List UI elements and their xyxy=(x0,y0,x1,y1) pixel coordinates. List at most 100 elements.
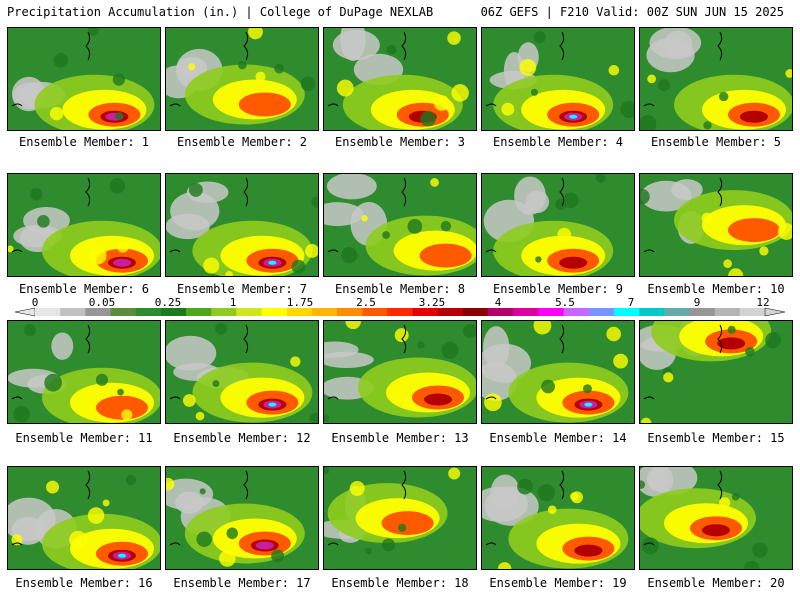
ensemble-map-panel xyxy=(165,27,319,131)
precip-cell xyxy=(759,246,769,256)
precip-cell xyxy=(765,332,782,349)
precip-cell xyxy=(519,58,537,76)
ensemble-member-label: Ensemble Member: 7 xyxy=(176,282,308,296)
precip-cell xyxy=(109,177,126,194)
precip-cell xyxy=(537,484,556,502)
ensemble-map-panel xyxy=(323,466,477,570)
ensemble-member-label: Ensemble Member: 2 xyxy=(176,135,308,149)
precip-cell xyxy=(441,341,459,359)
precip-cell xyxy=(620,100,634,119)
coastline xyxy=(559,324,565,354)
colorbar-swatch xyxy=(412,308,439,316)
heavy-area xyxy=(419,243,472,268)
precip-cell xyxy=(46,480,60,494)
precip-cell xyxy=(447,31,461,45)
colorbar-swatch xyxy=(337,308,363,316)
precip-cell xyxy=(731,493,740,501)
precip-cell xyxy=(640,188,650,205)
precip-cell xyxy=(723,259,733,269)
colorbar-swatch xyxy=(387,308,414,316)
precip-cell xyxy=(44,373,62,392)
very-heavy-area xyxy=(717,337,746,350)
map-title: Precipitation Accumulation (in.) | Colle… xyxy=(7,5,434,19)
precip-cell xyxy=(203,257,220,274)
precip-cell xyxy=(647,74,657,84)
precip-cell xyxy=(37,214,50,228)
precip-cell xyxy=(658,79,670,92)
colorbar-swatch xyxy=(664,308,690,316)
precip-cell xyxy=(30,187,43,201)
precip-cell xyxy=(290,356,301,367)
dry-area xyxy=(326,174,377,200)
precip-cell xyxy=(719,497,731,509)
colorbar-swatch xyxy=(110,308,137,316)
precipitation-field xyxy=(482,28,634,130)
colorbar-swatch xyxy=(588,308,615,316)
heavy-area xyxy=(728,218,780,243)
ensemble-member-label: Ensemble Member: 19 xyxy=(489,576,627,590)
precip-cell xyxy=(433,95,450,111)
precip-cell xyxy=(300,76,316,92)
ensemble-map-panel xyxy=(481,466,635,570)
precip-cell xyxy=(430,178,439,187)
precipitation-field xyxy=(8,467,160,569)
precip-cell xyxy=(125,474,137,486)
precipitation-field xyxy=(482,467,634,569)
ensemble-member-label: Ensemble Member: 10 xyxy=(647,282,785,296)
precip-cell xyxy=(540,258,548,266)
coastline xyxy=(327,396,339,400)
precip-cell xyxy=(345,321,362,330)
precip-cell xyxy=(341,247,358,264)
ensemble-map-panel xyxy=(323,320,477,424)
coastline xyxy=(717,324,723,354)
colorbar-swatch xyxy=(236,308,263,316)
coastline xyxy=(85,324,91,354)
precip-cell xyxy=(745,346,755,357)
precip-cell xyxy=(606,326,621,342)
precip-cell xyxy=(777,223,792,240)
precip-cell xyxy=(440,220,452,232)
ensemble-map-panel xyxy=(481,27,635,131)
ensemble-map-panel xyxy=(323,173,477,277)
precip-cell xyxy=(324,467,330,475)
precip-cell xyxy=(219,550,236,567)
coastline xyxy=(559,470,565,500)
coastline xyxy=(401,177,407,207)
precip-cell xyxy=(448,467,461,480)
precipitation-field xyxy=(324,467,476,569)
ensemble-map-panel xyxy=(481,173,635,277)
precipitation-field xyxy=(8,321,160,423)
precip-cell xyxy=(785,69,792,78)
ensemble-map-panel xyxy=(481,320,635,424)
colorbar-swatch xyxy=(362,308,388,316)
colorbar-tick-label: 9 xyxy=(693,296,701,309)
precip-cell xyxy=(557,227,572,242)
coastline xyxy=(243,470,249,500)
precip-cell xyxy=(517,478,533,495)
precip-cell xyxy=(101,96,108,103)
precip-cell xyxy=(274,63,285,74)
precipitation-colorbar xyxy=(14,307,786,317)
precipitation-field xyxy=(166,174,318,276)
precip-cell xyxy=(361,215,368,222)
coastline xyxy=(169,396,181,400)
very-heavy-area xyxy=(424,393,452,406)
coastline xyxy=(559,177,565,207)
coastline xyxy=(327,103,339,107)
precip-cell xyxy=(271,549,285,563)
precipitation-field xyxy=(8,28,160,130)
precip-cell xyxy=(752,542,768,558)
colorbar-swatch xyxy=(714,308,741,316)
coastline xyxy=(485,249,497,253)
colorbar-swatch xyxy=(35,308,61,316)
ensemble-member-label: Ensemble Member: 9 xyxy=(492,282,624,296)
precip-cell xyxy=(311,196,318,208)
precip-cell xyxy=(663,372,674,383)
precip-cell xyxy=(417,341,425,349)
coastline xyxy=(643,396,655,400)
colorbar-tick-label: 3.25 xyxy=(418,296,446,309)
precip-cell xyxy=(381,538,396,552)
very-heavy-area xyxy=(574,544,603,557)
colorbar-swatch xyxy=(160,308,187,316)
peak-area xyxy=(268,260,277,265)
